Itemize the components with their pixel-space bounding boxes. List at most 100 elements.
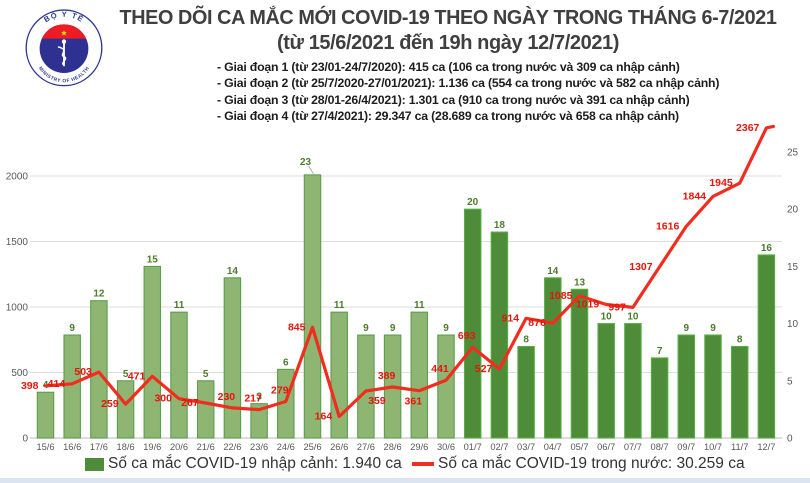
line-value-label: 1085 <box>549 290 573 302</box>
bar-value-label: 20 <box>467 197 479 208</box>
x-axis-label: 19/6 <box>143 442 161 452</box>
bar-imported-cases <box>704 334 722 439</box>
x-axis-label: 07/7 <box>624 442 642 452</box>
y-axis-right-tick-label: 10 <box>787 319 799 330</box>
line-value-label: 164 <box>315 411 333 423</box>
bar-imported-cases <box>463 208 482 439</box>
line-value-label: 527 <box>475 363 493 375</box>
y-axis-right-tick-label: 20 <box>787 205 799 216</box>
line-value-label: 1945 <box>709 177 733 189</box>
line-value-label: 267 <box>181 397 199 409</box>
domestic-cases-swatch <box>412 462 434 466</box>
bar-imported-cases <box>63 334 81 439</box>
bar-imported-cases <box>223 277 242 439</box>
phase-line: - Giai đoạn 3 (từ 28/01-26/4/2021): 1.30… <box>217 92 690 107</box>
legend-item-domestic: Số ca mắc COVID-19 trong nước: 30.259 ca <box>412 455 745 473</box>
bar-value-label: 8 <box>523 334 529 345</box>
bar-imported-cases <box>517 345 535 439</box>
line-value-label: 876 <box>528 317 546 329</box>
logo-red-band <box>41 24 87 39</box>
bar-imported-cases <box>196 380 215 439</box>
x-axis-label: 30/6 <box>437 442 455 452</box>
y-axis-left-tick-label: 1500 <box>6 237 29 248</box>
line-value-label: 398 <box>21 380 39 392</box>
line-value-label: 230 <box>218 391 236 403</box>
bar-value-label: 14 <box>547 266 559 277</box>
line-value-label: 441 <box>431 363 449 375</box>
bar-imported-cases <box>677 334 696 439</box>
bar-value-label: 6 <box>283 357 289 368</box>
line-value-label: 361 <box>405 396 423 408</box>
line-value-label: 414 <box>48 378 66 390</box>
bar-imported-cases <box>410 311 429 439</box>
line-value-label: 503 <box>74 366 92 378</box>
bar-value-label: 14 <box>227 266 239 277</box>
y-axis-left-tick-label: 1000 <box>6 303 29 314</box>
line-value-label: 279 <box>271 384 289 396</box>
logo-staff-snake-icon <box>57 39 67 67</box>
bar-value-label: 5 <box>123 369 129 380</box>
x-axis-label: 06/7 <box>597 442 615 452</box>
y-axis-right-tick-label: 15 <box>787 262 799 273</box>
bar-imported-cases <box>624 323 642 439</box>
line-value-label: 471 <box>128 370 146 382</box>
bar-value-label: 11 <box>414 300 425 311</box>
x-axis-label: 29/6 <box>410 442 428 452</box>
x-axis-label: 24/6 <box>277 442 295 452</box>
line-value-label: 2367 <box>736 122 760 134</box>
y-axis-left-tick-label: 2000 <box>6 172 29 183</box>
bar-imported-cases <box>757 254 776 439</box>
bar-value-label: 9 <box>69 323 75 334</box>
bar-imported-cases <box>90 300 108 439</box>
legend-item-imported: Số ca mắc COVID-19 nhập cảnh: 1.940 ca <box>85 455 402 473</box>
line-value-label: 300 <box>154 393 172 405</box>
legend-domestic-label: Số ca mắc COVID-19 trong nước: 30.259 ca <box>438 455 745 472</box>
x-axis-label: 22/6 <box>223 442 241 452</box>
y-axis-right-tick-label: 0 <box>787 434 793 445</box>
bar-value-label: 10 <box>601 312 613 323</box>
bar-imported-cases <box>437 334 455 439</box>
y-axis-right-tick-label: 25 <box>787 148 799 159</box>
imported-cases-swatch <box>85 457 104 471</box>
bar-value-label: 18 <box>494 220 506 231</box>
ministry-of-health-logo: BỘ Y TẾ MINISTRY OF HEALTH ★ <box>25 9 103 87</box>
bar-imported-cases <box>303 174 322 439</box>
line-value-label: 1844 <box>683 190 707 202</box>
bar-imported-cases <box>490 231 509 439</box>
bar-label-leader <box>308 165 314 175</box>
bar-imported-cases <box>570 288 589 439</box>
phase-summary-block: - Giai đoạn 1 (từ 23/01-24/7/2020): 415 … <box>217 59 719 124</box>
line-value-label: 389 <box>378 370 396 382</box>
x-axis-label: 23/6 <box>250 442 268 452</box>
bar-imported-cases <box>116 380 135 439</box>
x-axis-label: 03/7 <box>517 442 535 452</box>
bar-value-label: 9 <box>684 323 690 334</box>
x-axis-label: 01/7 <box>464 442 482 452</box>
page-title: THEO DÕI CA MẮC MỚI COVID-19 THEO NGÀY T… <box>119 7 777 29</box>
line-value-label: 359 <box>368 395 386 407</box>
bar-value-label: 3 <box>256 392 262 403</box>
bar-imported-cases <box>250 403 268 439</box>
phase-line: - Giai đoạn 2 (từ 25/7/2020-27/01/2021):… <box>217 76 720 91</box>
x-axis-label: 27/6 <box>357 442 375 452</box>
phase-line: - Giai đoạn 1 (từ 23/01-24/7/2020): 415 … <box>217 60 680 74</box>
bar-imported-cases <box>597 323 615 439</box>
x-axis-label: 18/6 <box>117 442 135 452</box>
line-value-label: 914 <box>502 312 520 324</box>
covid-daily-chart: 0500100015002000051015202549125151151436… <box>6 122 799 452</box>
line-value-label: 259 <box>101 398 119 410</box>
line-value-label: 1019 <box>576 299 600 311</box>
bar-imported-cases <box>330 311 348 439</box>
line-value-label: 693 <box>458 330 476 342</box>
bottom-border-strip <box>0 478 810 483</box>
x-axis-label: 02/7 <box>490 442 508 452</box>
bar-value-label: 9 <box>363 323 369 334</box>
x-axis-label: 09/7 <box>677 442 695 452</box>
line-value-label: 997 <box>608 301 626 313</box>
logo-star-icon: ★ <box>61 29 68 38</box>
bar-value-label: 13 <box>574 277 586 288</box>
bar-value-label: 9 <box>390 323 396 334</box>
x-axis-label: 15/6 <box>36 442 54 452</box>
bar-value-label: 16 <box>761 243 773 254</box>
